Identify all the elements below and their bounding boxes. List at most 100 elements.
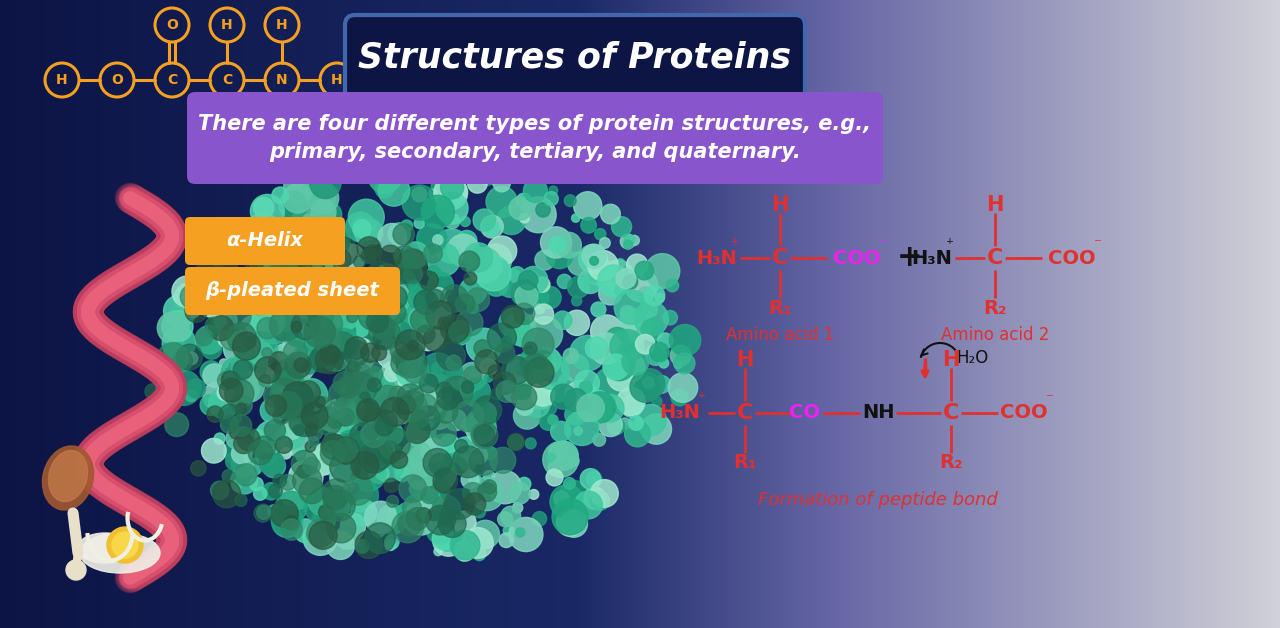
Circle shape [589,270,600,282]
Circle shape [561,510,588,538]
Circle shape [525,271,539,285]
Circle shape [372,420,384,431]
Circle shape [362,284,396,317]
Circle shape [211,232,236,257]
Circle shape [329,328,358,359]
Circle shape [623,274,637,290]
Circle shape [243,246,266,269]
Circle shape [269,259,285,276]
Circle shape [509,197,532,220]
Circle shape [335,526,360,549]
Circle shape [232,443,252,464]
Circle shape [466,328,502,363]
Circle shape [288,460,323,494]
Circle shape [221,246,238,263]
Circle shape [622,349,649,375]
Circle shape [334,290,364,320]
Circle shape [308,448,323,461]
Circle shape [462,378,490,407]
Circle shape [431,421,456,446]
Circle shape [266,308,279,320]
Circle shape [429,189,438,198]
Circle shape [408,403,430,425]
Circle shape [641,414,672,444]
Circle shape [581,217,596,233]
Circle shape [488,236,517,266]
Circle shape [511,279,538,306]
Circle shape [113,532,138,558]
Circle shape [635,335,655,354]
Circle shape [378,175,410,206]
Circle shape [477,156,506,184]
Circle shape [568,456,579,467]
Text: N: N [276,73,288,87]
Circle shape [536,203,550,217]
Circle shape [379,245,402,268]
Circle shape [616,269,636,289]
Circle shape [448,321,471,344]
Circle shape [620,418,631,429]
Circle shape [417,372,452,407]
Circle shape [310,167,340,198]
Circle shape [396,355,429,387]
Circle shape [265,239,276,250]
Circle shape [563,477,575,489]
Circle shape [421,353,454,387]
Circle shape [607,362,636,391]
Circle shape [289,290,302,303]
Circle shape [173,351,192,371]
Circle shape [426,301,454,329]
Circle shape [397,396,416,414]
Ellipse shape [42,446,93,510]
Circle shape [306,424,323,440]
Circle shape [549,186,558,195]
Circle shape [486,187,517,217]
Circle shape [451,458,467,475]
Circle shape [598,265,630,297]
Circle shape [436,387,460,410]
Circle shape [273,408,291,425]
Circle shape [260,398,285,423]
Circle shape [480,264,502,286]
Circle shape [650,342,669,362]
Circle shape [233,396,252,415]
Circle shape [296,264,315,282]
Circle shape [540,413,557,430]
Circle shape [385,430,401,445]
Circle shape [625,421,650,447]
Circle shape [433,528,454,550]
Circle shape [540,227,572,258]
Circle shape [330,452,361,482]
Circle shape [370,313,393,337]
Circle shape [434,176,467,210]
Circle shape [590,315,623,347]
Circle shape [332,470,355,494]
Circle shape [282,259,312,289]
Circle shape [320,236,352,268]
Text: O: O [166,18,178,32]
Circle shape [269,352,289,372]
Circle shape [270,500,298,528]
Circle shape [460,455,476,471]
Circle shape [567,276,589,298]
Circle shape [471,520,499,549]
Circle shape [357,237,381,261]
Circle shape [333,440,364,472]
Circle shape [312,309,343,339]
Circle shape [474,209,495,231]
Circle shape [337,394,347,405]
Circle shape [515,284,538,308]
Circle shape [463,366,481,384]
Circle shape [207,406,223,422]
Circle shape [424,327,448,352]
Circle shape [397,249,428,279]
Circle shape [234,434,253,453]
Circle shape [502,305,525,328]
Circle shape [205,317,223,334]
Circle shape [335,401,364,428]
Circle shape [590,480,618,507]
Circle shape [380,157,389,165]
Circle shape [315,413,330,429]
Circle shape [357,405,381,429]
Circle shape [474,402,497,425]
